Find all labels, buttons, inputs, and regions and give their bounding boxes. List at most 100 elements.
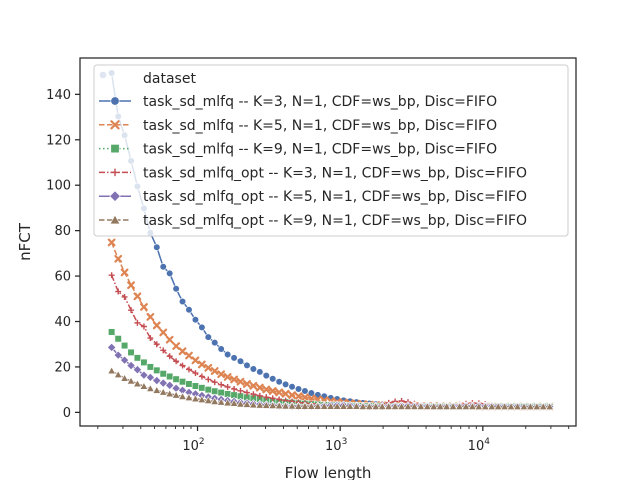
series-1-point bbox=[307, 389, 315, 397]
series-2-point bbox=[301, 393, 309, 402]
series-1-point bbox=[166, 269, 174, 277]
series-6-point bbox=[416, 402, 426, 410]
series-4-point bbox=[250, 391, 257, 398]
series-6-point bbox=[268, 401, 278, 409]
series-2-point bbox=[133, 292, 142, 301]
series-6-point bbox=[506, 402, 516, 411]
series-2-point bbox=[204, 363, 213, 372]
series-6-point bbox=[345, 401, 355, 410]
legend-entries: task_sd_mlfq -- K=3, N=1, CDF=ws_bp, Dis… bbox=[99, 71, 527, 229]
series-1-point bbox=[230, 354, 238, 362]
series-4-point bbox=[231, 386, 238, 392]
series-3-point bbox=[153, 366, 161, 374]
series-6-point bbox=[223, 398, 232, 407]
series-6-point bbox=[519, 402, 529, 411]
series-6-point bbox=[146, 384, 155, 392]
series-1-point bbox=[249, 365, 257, 373]
legend-entry-3: task_sd_mlfq -- K=9, N=1, CDF=ws_bp, Dis… bbox=[99, 142, 497, 158]
series-4-point bbox=[121, 294, 128, 300]
series-3-point bbox=[211, 387, 219, 395]
legend-label: task_sd_mlfq -- K=3, N=1, CDF=ws_bp, Dis… bbox=[143, 94, 497, 110]
series-1-point bbox=[204, 333, 212, 341]
series-3-point bbox=[108, 328, 116, 336]
legend-marker bbox=[109, 190, 121, 202]
series-3-point bbox=[185, 380, 193, 388]
series-2-point bbox=[294, 392, 303, 401]
series-6-point bbox=[126, 376, 136, 385]
series-3-point bbox=[191, 382, 200, 390]
series-2-point bbox=[236, 377, 245, 386]
legend-title: dataset bbox=[143, 71, 196, 87]
series-4-point bbox=[269, 395, 276, 402]
x-tick-label: 102 bbox=[182, 437, 204, 454]
series-1-point bbox=[262, 371, 270, 380]
series-2-point bbox=[281, 389, 290, 398]
series-6-point bbox=[545, 402, 555, 411]
series-6-point bbox=[229, 398, 239, 407]
series-layer bbox=[107, 69, 555, 412]
series-3-point bbox=[178, 378, 187, 386]
series-4-point bbox=[134, 319, 141, 326]
series-2-point bbox=[210, 367, 219, 375]
series-6-point bbox=[481, 402, 490, 411]
series-6-point bbox=[210, 397, 220, 405]
series-4-point bbox=[263, 394, 270, 401]
series-2-point bbox=[223, 373, 232, 381]
series-6-point bbox=[319, 401, 329, 410]
series-6-point bbox=[429, 402, 439, 410]
series-4-point bbox=[153, 341, 160, 348]
series-6-point bbox=[261, 400, 271, 409]
series-2-point bbox=[178, 347, 187, 356]
series-6-point bbox=[152, 385, 162, 394]
legend-marker bbox=[111, 168, 119, 177]
series-4-point bbox=[224, 383, 231, 390]
x-axis: 102 103 104 bbox=[97, 426, 570, 454]
series-6-point bbox=[377, 402, 387, 410]
series-6-point bbox=[352, 401, 361, 410]
series-4-point bbox=[186, 366, 192, 373]
legend-entry-6: task_sd_mlfq_opt -- K=9, N=1, CDF=ws_bp,… bbox=[99, 213, 527, 229]
series-1-point bbox=[282, 380, 290, 389]
series-3-point bbox=[140, 358, 148, 366]
series-2-point bbox=[114, 254, 123, 263]
series-6-point bbox=[384, 402, 393, 410]
series-3-point bbox=[159, 370, 167, 378]
series-6-point bbox=[255, 400, 265, 409]
series-2-point bbox=[217, 370, 226, 379]
series-4-point bbox=[243, 389, 250, 396]
series-6-point bbox=[236, 399, 245, 408]
y-axis-label: nFCT bbox=[16, 222, 34, 261]
series-1-point bbox=[211, 339, 219, 347]
series-6-point bbox=[113, 370, 123, 378]
series-5-point bbox=[158, 378, 168, 388]
legend-label: task_sd_mlfq -- K=5, N=1, CDF=ws_bp, Dis… bbox=[143, 118, 497, 134]
series-6-point bbox=[474, 402, 484, 411]
y-axis: 0 20 40 60 80 100 120 140 bbox=[46, 88, 80, 421]
series-5-point bbox=[152, 376, 162, 386]
series-4-point bbox=[211, 379, 218, 386]
series-4-point bbox=[173, 358, 180, 365]
series-1-point bbox=[224, 350, 232, 359]
series-6-point bbox=[487, 402, 497, 411]
series-4-point bbox=[115, 288, 122, 295]
series-1-point bbox=[198, 323, 206, 332]
series-2-point bbox=[146, 313, 155, 321]
series-6-point bbox=[197, 395, 207, 403]
series-6-point bbox=[326, 401, 336, 410]
series-6-point bbox=[442, 402, 451, 410]
series-6-point bbox=[294, 401, 303, 410]
series-2-point bbox=[243, 380, 251, 388]
series-2-point bbox=[152, 321, 161, 330]
series-4-point bbox=[218, 381, 225, 388]
legend-box bbox=[93, 64, 569, 237]
series-2-point bbox=[307, 394, 316, 403]
series-6-point bbox=[500, 402, 509, 411]
series-6-point bbox=[332, 401, 342, 410]
series-6-point bbox=[313, 401, 323, 410]
series-2-point bbox=[127, 281, 135, 290]
series-3-point bbox=[120, 341, 129, 350]
series-5-point bbox=[107, 342, 117, 352]
y-tick-label: 60 bbox=[54, 270, 71, 285]
legend-title-glyph bbox=[99, 71, 107, 79]
